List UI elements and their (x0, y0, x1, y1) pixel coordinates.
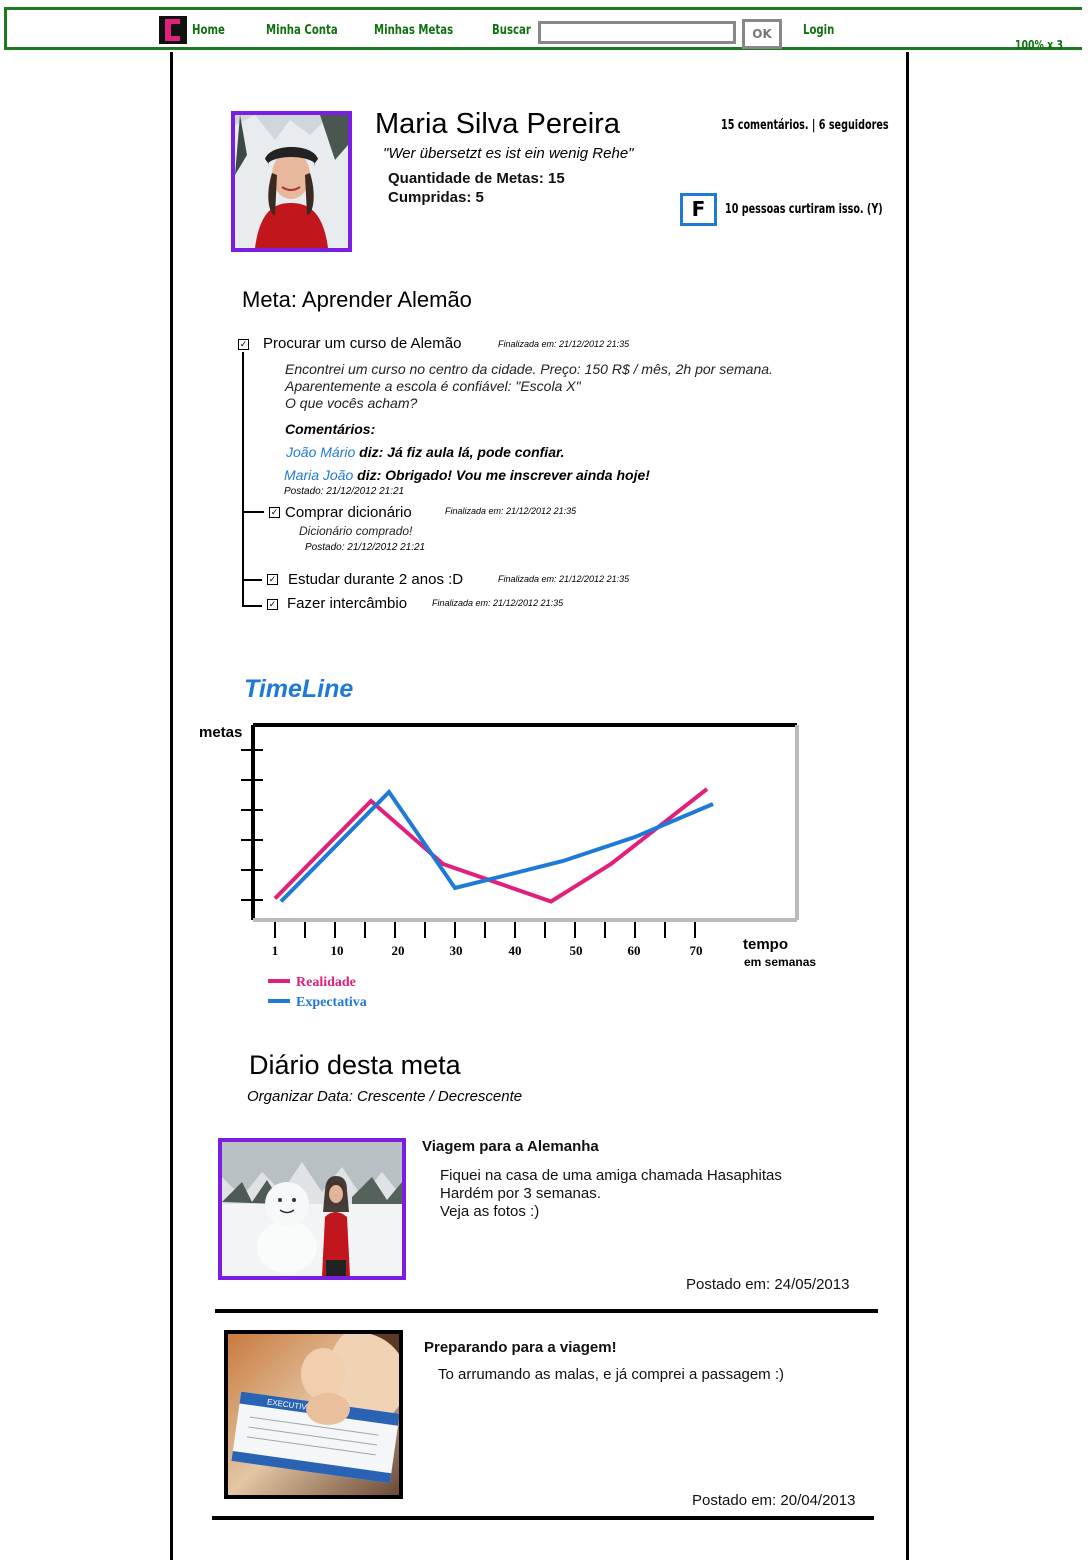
chart-x-axis-sublabel: em semanas (744, 955, 816, 969)
task-label: Procurar um curso de Alemão (263, 335, 462, 352)
diary-entry-body: To arrumando as malas, e já comprei a pa… (438, 1366, 784, 1384)
chart-x-tick-label: 20 (392, 943, 405, 958)
chart-x-tick-label: 40 (509, 943, 522, 958)
page-frame-right-border (906, 52, 909, 1560)
facebook-like-icon[interactable]: F (680, 193, 717, 226)
top-navbar: Home Minha Conta Minhas Metas Buscar OK … (4, 7, 1082, 52)
task-label: Comprar dicionário (285, 504, 412, 521)
search-ok-button[interactable]: OK (742, 19, 782, 49)
profile-name: Maria Silva Pereira (375, 108, 620, 140)
chart-legend-label: Expectativa (296, 995, 367, 1010)
profile-avatar[interactable] (231, 111, 352, 252)
boarding-pass-photo-image: EXECUTIVE CLASS (228, 1334, 399, 1495)
login-link[interactable]: Login (803, 23, 835, 38)
zoom-indicator: 100% x 3 (1015, 38, 1063, 52)
task-tree-branch (242, 579, 262, 581)
diary-entry-body: Fiquei na casa de uma amiga chamada Hasa… (440, 1167, 782, 1221)
task-finished-stamp: Finalizada em: 21/12/2012 21:35 (498, 339, 630, 349)
diary-entry-date: Postado em: 20/04/2013 (692, 1492, 856, 1509)
diary-entry-photo[interactable] (218, 1138, 406, 1280)
profile-quote: "Wer übersetzt es ist ein wenig Rehe" (383, 145, 634, 162)
social-stats[interactable]: 15 comentários. | 6 seguidores (721, 118, 889, 133)
chart-series-line-realidade (273, 787, 709, 904)
chart-x-tick-label: 60 (628, 943, 641, 958)
chart-x-axis-label: tempo (743, 936, 788, 953)
profile-photo-image (235, 115, 348, 248)
diary-entry-line: Veja as fotos :) (440, 1203, 540, 1220)
goal-title: Meta: Aprender Alemão (242, 287, 472, 312)
site-logo-icon[interactable] (159, 16, 187, 44)
timeline-title: TimeLine (244, 675, 354, 703)
timeline-chart: 1 10 20 30 40 50 60 70 metas tempo em semanas Real… (199, 723, 816, 1010)
task-posted-date: Postado: 21/12/2012 21:21 (305, 542, 426, 553)
task-tree-line (242, 352, 244, 607)
nav-goals-link[interactable]: Minhas Metas (374, 23, 454, 38)
diary-entry-title[interactable]: Viagem para a Alemanha (422, 1138, 599, 1155)
chart-x-tick-label: 1 (272, 943, 279, 958)
nav-home-link[interactable]: Home (192, 23, 225, 38)
chart-x-tick-label: 50 (570, 943, 583, 958)
diary-entry-divider (215, 1309, 878, 1313)
task-description-line: Encontrei um curso no centro da cidade. … (285, 361, 773, 377)
task-label: Estudar durante 2 anos :D (288, 571, 464, 588)
comment-says: diz: (355, 444, 384, 460)
task-finished-stamp: Finalizada em: 21/12/2012 21:35 (498, 574, 630, 584)
goals-count: Quantidade de Metas: 15 (388, 170, 565, 187)
diary-entry-photo[interactable]: EXECUTIVE CLASS (224, 1330, 403, 1499)
likes-count: 10 pessoas curtiram isso. (Y) (725, 202, 883, 217)
goals-completed: Cumpridas: 5 (388, 189, 484, 206)
comment-row: João Mário diz: Já fiz aula lá, pode con… (286, 444, 565, 460)
search-input[interactable] (538, 21, 736, 44)
comment-author-link[interactable]: João Mário (286, 444, 356, 460)
comment-posted-date: Postado: 21/12/2012 21:21 (284, 486, 405, 497)
comment-text: Obrigado! Vou me inscrever ainda hoje! (381, 467, 650, 483)
comment-row: Maria João diz: Obrigado! Vou me inscrev… (284, 467, 650, 483)
comment-says: diz: (353, 467, 382, 483)
snowman-photo-image (222, 1142, 402, 1276)
task-label: Fazer intercâmbio (287, 595, 408, 612)
task-checkbox[interactable]: ✓ (267, 599, 278, 610)
chart-y-axis-label: metas (199, 724, 242, 741)
diary-entry-date: Postado em: 24/05/2013 (686, 1276, 850, 1293)
comments-heading: Comentários: (285, 421, 376, 437)
comment-text: Já fiz aula lá, pode confiar. (383, 444, 565, 460)
diary-entry-title[interactable]: Preparando para a viagem! (424, 1339, 617, 1356)
task-tree-branch (242, 605, 262, 607)
search-label: Buscar (492, 23, 531, 38)
task-description-line: Aparentemente a escola é confiável: "Esc… (285, 378, 581, 394)
task-checkbox[interactable]: ✓ (238, 339, 249, 350)
diary-entry-divider (212, 1516, 874, 1520)
chart-x-tick-label: 70 (690, 943, 703, 958)
diary-entry-line: Fiquei na casa de uma amiga chamada Hasa… (440, 1167, 782, 1184)
chart-series-line-expectativa (279, 788, 714, 903)
task-description-line: Dicionário comprado! (299, 524, 413, 538)
chart-x-tick-label: 10 (331, 943, 344, 958)
task-checkbox[interactable]: ✓ (269, 507, 280, 518)
task-finished-stamp: Finalizada em: 21/12/2012 21:35 (432, 598, 564, 608)
task-description-line: O que vocês acham? (285, 395, 418, 411)
chart-x-tick-label: 30 (450, 943, 463, 958)
page-frame-left-border (170, 52, 173, 1560)
chart-legend-label: Realidade (296, 975, 356, 990)
task-finished-stamp: Finalizada em: 21/12/2012 21:35 (445, 506, 577, 516)
task-checkbox[interactable]: ✓ (267, 574, 278, 585)
nav-account-link[interactable]: Minha Conta (266, 23, 338, 38)
diary-sort-toggle[interactable]: Organizar Data: Crescente / Decrescente (247, 1088, 523, 1105)
diary-title: Diário desta meta (249, 1050, 461, 1080)
comment-author-link[interactable]: Maria João (284, 467, 354, 483)
diary-entry-line: To arrumando as malas, e já comprei a pa… (438, 1366, 784, 1383)
diary-entry-line: Hardém por 3 semanas. (440, 1185, 601, 1202)
task-tree-branch (242, 511, 264, 513)
